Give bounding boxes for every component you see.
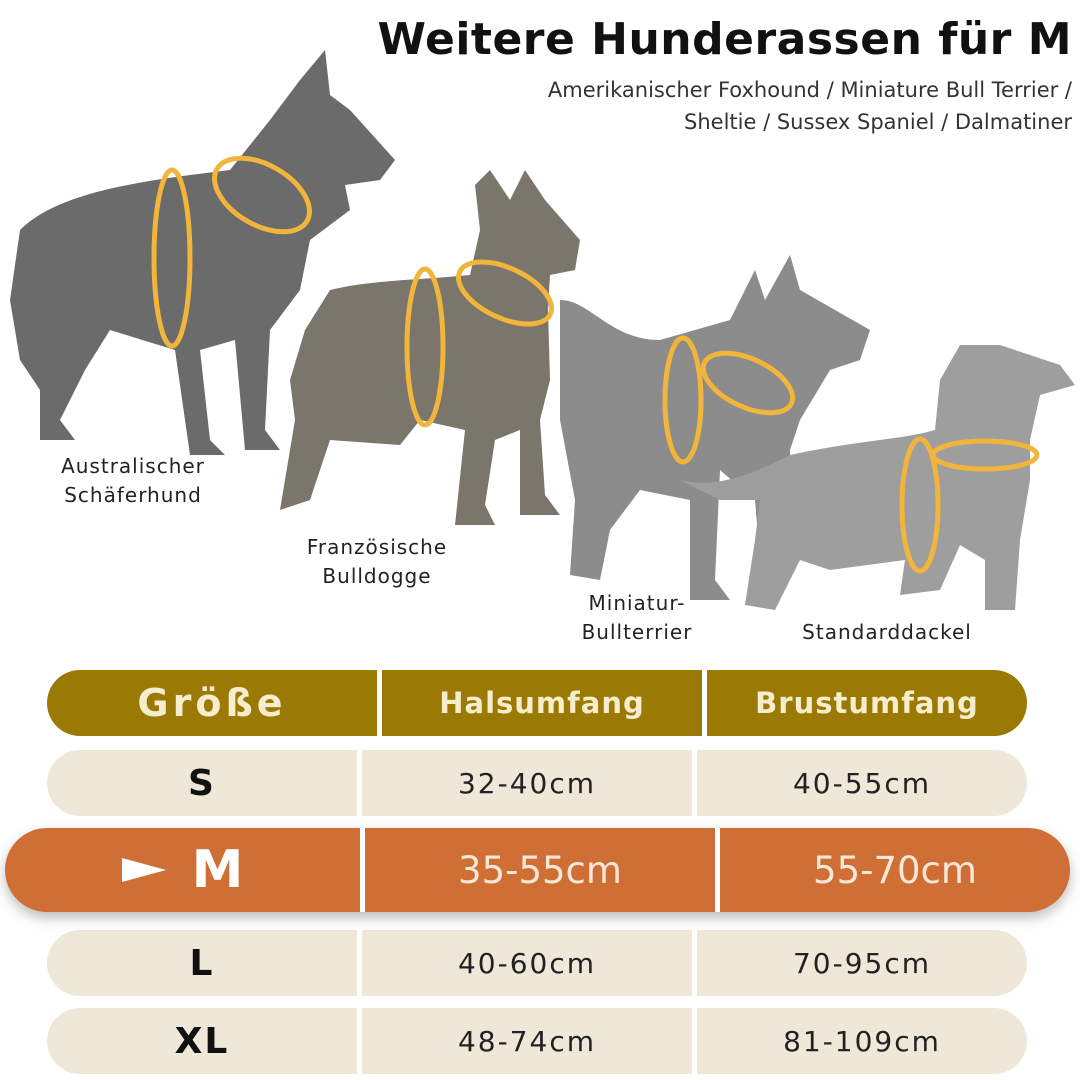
chest-cell: 40-55cm	[692, 750, 1027, 816]
harness-ring	[455, 259, 555, 327]
breed-list-line: Amerikanischer Foxhound / Miniature Bull…	[547, 78, 1072, 102]
dog-label: Französische Bulldogge	[292, 533, 462, 591]
dachshund-silhouette	[680, 345, 1075, 610]
arrow-right-icon	[121, 858, 166, 882]
harness-ring	[404, 266, 446, 428]
harness-ring	[212, 155, 312, 235]
size-cell: M	[5, 828, 360, 912]
neck-cell: 35-55cm	[360, 828, 715, 912]
table-row-s: S 32-40cm 40-55cm	[47, 750, 1027, 816]
dog-label: Standarddackel	[782, 618, 992, 647]
dog-label-line: Bulldogge	[322, 564, 432, 588]
chest-cell: 81-109cm	[692, 1008, 1027, 1074]
table-row-m-highlighted: M 35-55cm 55-70cm	[5, 828, 1070, 912]
size-cell: XL	[47, 1008, 357, 1074]
chest-cell: 70-95cm	[692, 930, 1027, 996]
harness-ring	[700, 350, 796, 416]
neck-cell: 32-40cm	[357, 750, 692, 816]
neck-cell: 48-74cm	[357, 1008, 692, 1074]
dog-label-line: Miniatur-	[588, 591, 686, 615]
harness-ring	[151, 167, 193, 349]
size-table-header: Größe Halsumfang Brustumfang	[47, 670, 1027, 736]
dog-illustrations	[10, 50, 1075, 610]
page-title: Weitere Hunderassen für M	[377, 14, 1072, 65]
bullterrier-silhouette	[560, 255, 870, 600]
breed-list-line: Sheltie / Sussex Spaniel / Dalmatiner	[684, 110, 1072, 134]
table-row-xl: XL 48-74cm 81-109cm	[47, 1008, 1027, 1074]
column-header-chest: Brustumfang	[702, 670, 1027, 736]
dog-label: Australischer Schäferhund	[48, 452, 218, 510]
column-header-size: Größe	[47, 670, 377, 736]
dog-label: Miniatur- Bullterrier	[552, 589, 722, 647]
size-cell: L	[47, 930, 357, 996]
harness-ring	[930, 438, 1040, 472]
breed-list: Amerikanischer Foxhound / Miniature Bull…	[372, 74, 1072, 138]
dog-label-line: Bullterrier	[581, 620, 693, 644]
harness-ring	[662, 335, 704, 465]
table-row-l: L 40-60cm 70-95cm	[47, 930, 1027, 996]
chest-cell: 55-70cm	[715, 828, 1070, 912]
neck-cell: 40-60cm	[357, 930, 692, 996]
dog-label-line: Französische	[306, 535, 448, 559]
dog-label-line: Australischer	[61, 454, 205, 478]
bulldog-silhouette	[280, 170, 580, 525]
column-header-neck: Halsumfang	[377, 670, 702, 736]
dog-label-line: Schäferhund	[64, 483, 202, 507]
size-value: M	[191, 840, 244, 900]
size-cell: S	[47, 750, 357, 816]
harness-ring	[899, 436, 941, 574]
shepherd-dog-silhouette	[10, 50, 395, 455]
dog-label-line: Standarddackel	[802, 620, 972, 644]
